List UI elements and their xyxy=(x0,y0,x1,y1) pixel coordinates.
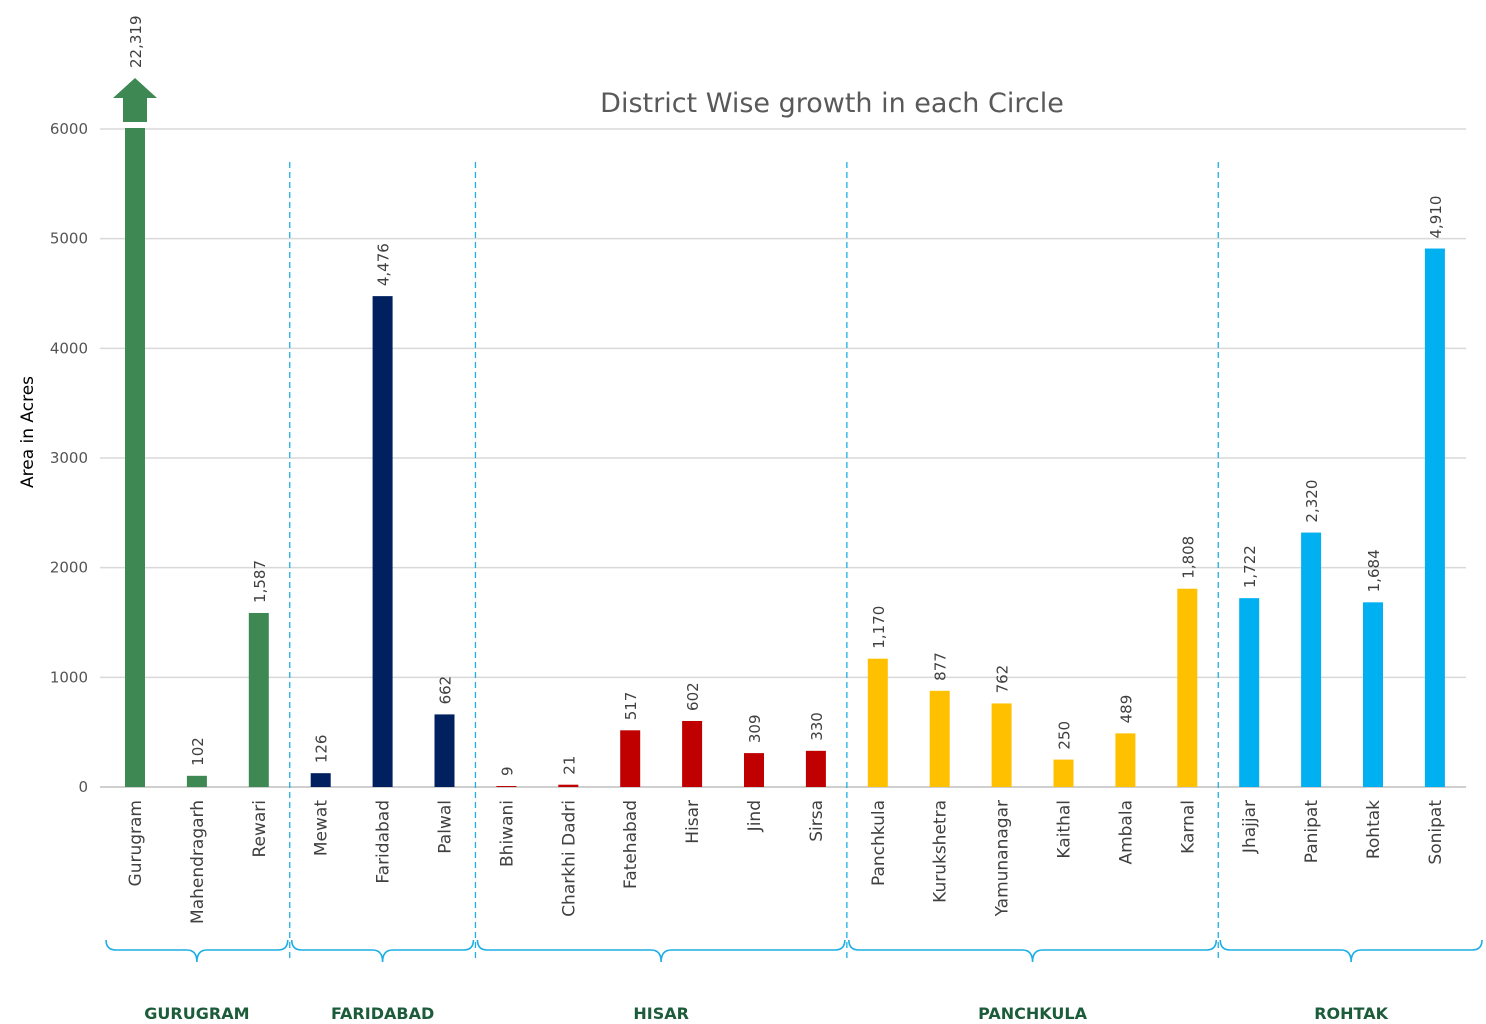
circle-label: PANCHKULA xyxy=(978,1004,1087,1023)
circle-brace xyxy=(476,939,846,963)
circle-brace xyxy=(105,939,289,963)
bar-mahendragarh xyxy=(186,775,207,787)
x-tick-label: Yamunanagar xyxy=(993,800,1013,917)
bar-jhajjar xyxy=(1239,598,1260,787)
data-label: 1,170 xyxy=(870,606,888,649)
labels: 0 1000 2000 3000 4000 5000 6000 22,319 Gurugram 1… xyxy=(50,16,1446,1024)
x-tick-label: Faridabad xyxy=(374,800,394,884)
bar-mewat xyxy=(310,773,331,787)
bar-panchkula xyxy=(867,658,888,787)
bar-faridabad xyxy=(372,296,393,787)
x-tick-label: Ambala xyxy=(1116,800,1136,865)
data-label: 662 xyxy=(437,676,455,705)
x-tick-label: Panchkula xyxy=(869,800,889,886)
y-tick-label: 3000 xyxy=(50,449,88,467)
bar-jind xyxy=(744,753,764,787)
bar-panipat xyxy=(1301,532,1322,787)
data-label: 877 xyxy=(932,652,950,681)
x-tick-label: Jhajjar xyxy=(1240,800,1260,854)
x-tick-label: Kaithal xyxy=(1055,800,1075,859)
y-tick-label: 1000 xyxy=(50,668,88,686)
data-label: 1,722 xyxy=(1241,545,1259,588)
gridlines xyxy=(100,128,1466,788)
x-tick-label: Mahendragarh xyxy=(188,800,208,924)
bars xyxy=(113,78,1445,787)
circle-label: FARIDABAD xyxy=(331,1004,434,1023)
y-tick-label: 2000 xyxy=(50,559,88,577)
data-label: 250 xyxy=(1056,721,1074,750)
bar-rohtak xyxy=(1363,602,1383,787)
y-axis-label: Area in Acres xyxy=(18,376,38,488)
bar-sonipat xyxy=(1424,248,1445,787)
circle-brace xyxy=(1219,939,1483,963)
circle-label: GURUGRAM xyxy=(144,1004,249,1023)
x-tick-label: Sirsa xyxy=(807,800,827,842)
bar-bhiwani xyxy=(496,786,517,787)
bar-palwal xyxy=(434,714,455,787)
x-tick-label: Rohtak xyxy=(1364,800,1384,859)
data-label: 330 xyxy=(808,712,826,741)
data-label: 1,808 xyxy=(1179,536,1197,579)
x-tick-label: Sonipat xyxy=(1426,800,1446,865)
bar-yamunanagar xyxy=(991,703,1012,787)
x-tick-label: Palwal xyxy=(436,800,456,854)
bar-gurugram xyxy=(125,128,145,787)
data-label: 762 xyxy=(994,665,1012,694)
bar-hisar xyxy=(682,720,703,787)
y-tick-label: 5000 xyxy=(50,230,88,248)
x-tick-label: Hisar xyxy=(683,800,703,844)
bar-fatehabad xyxy=(620,730,641,787)
data-label: 602 xyxy=(684,682,702,711)
x-tick-label: Jind xyxy=(745,800,765,832)
y-tick-label: 6000 xyxy=(50,120,88,138)
circle-dividers xyxy=(289,162,1219,958)
data-label: 1,684 xyxy=(1365,549,1383,592)
circle-brace xyxy=(290,939,475,963)
overflow-arrow-icon xyxy=(113,78,157,122)
bar-rewari xyxy=(248,612,269,787)
data-label: 9 xyxy=(498,766,516,776)
x-tick-label: Charkhi Dadri xyxy=(559,800,579,917)
chart-title: District Wise growth in each Circle xyxy=(600,88,1064,119)
y-tick-label: 0 xyxy=(78,778,88,796)
circle-label: ROHTAK xyxy=(1314,1004,1388,1023)
data-label: 22,319 xyxy=(127,16,145,69)
data-label: 4,476 xyxy=(375,243,393,286)
x-tick-label: Kurukshetra xyxy=(931,800,951,903)
circle-braces xyxy=(105,939,1483,963)
y-tick-label: 4000 xyxy=(50,339,88,357)
x-tick-label: Fatehabad xyxy=(621,800,641,889)
circle-brace xyxy=(848,939,1218,963)
bar-sirsa xyxy=(805,750,826,787)
data-label: 309 xyxy=(746,714,764,743)
bar-kurukshetra xyxy=(929,690,950,787)
data-label: 1,587 xyxy=(251,560,269,603)
x-tick-label: Mewat xyxy=(312,800,332,856)
bar-kaithal xyxy=(1053,759,1074,787)
x-tick-label: Rewari xyxy=(250,800,270,858)
circle-label: HISAR xyxy=(633,1004,689,1023)
bar-charkhi-dadri xyxy=(558,784,579,787)
data-label: 4,910 xyxy=(1427,196,1445,239)
data-label: 21 xyxy=(560,756,578,775)
data-label: 517 xyxy=(622,692,640,721)
bar-ambala xyxy=(1115,733,1136,787)
x-tick-label: Gurugram xyxy=(126,800,146,886)
data-label: 489 xyxy=(1117,695,1135,724)
data-label: 126 xyxy=(313,735,331,764)
bar-karnal xyxy=(1177,588,1198,787)
data-label: 2,320 xyxy=(1303,480,1321,523)
x-tick-label: Bhiwani xyxy=(497,800,517,867)
data-label: 102 xyxy=(189,737,207,766)
x-tick-label: Panipat xyxy=(1302,800,1322,864)
x-tick-label: Karnal xyxy=(1178,800,1198,854)
